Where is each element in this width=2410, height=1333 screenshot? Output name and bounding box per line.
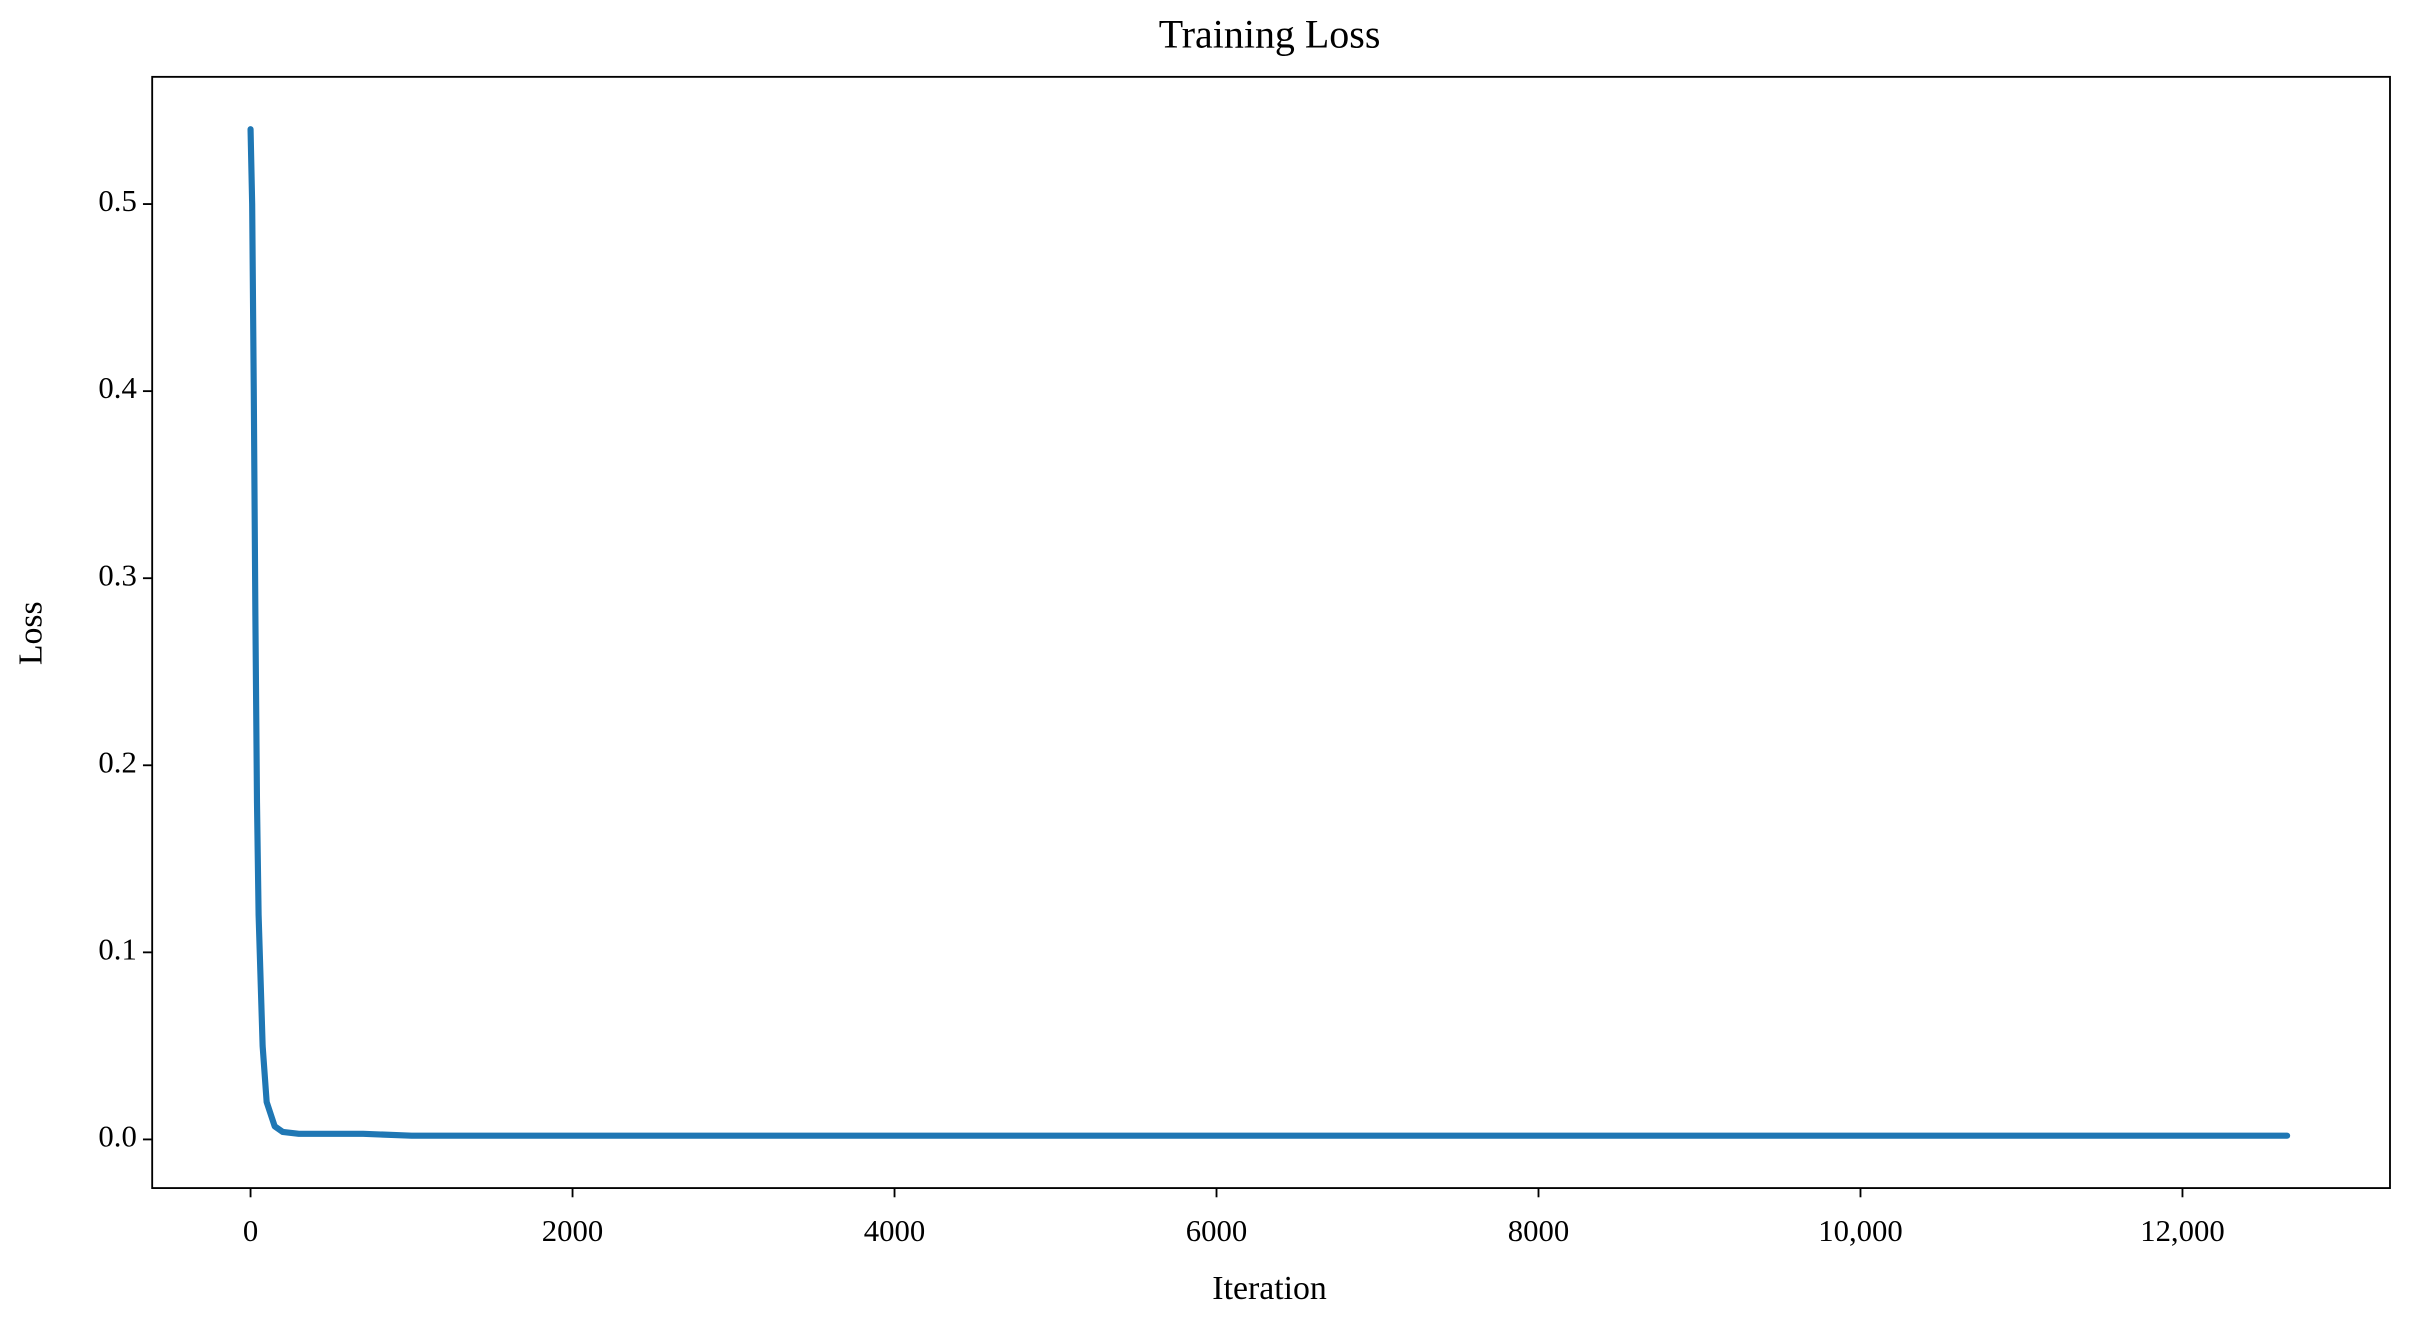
- x-tick-label: 6000: [1186, 1214, 1247, 1248]
- y-tick-label: 0.1: [98, 932, 136, 966]
- x-axis-label: Iteration: [1212, 1270, 1327, 1307]
- x-tick-label: 2000: [542, 1214, 603, 1248]
- plot-frame: [151, 75, 2391, 1189]
- x-tick-label: 12,000: [2140, 1214, 2224, 1248]
- x-tick-label: 8000: [1508, 1214, 1569, 1248]
- x-tick-label: 10,000: [1818, 1214, 1902, 1248]
- y-tick-label: 0.2: [98, 745, 136, 779]
- y-tick-label: 0.4: [98, 371, 136, 405]
- chart-title: Training Loss: [1159, 12, 1381, 57]
- x-tick-label: 0: [243, 1214, 258, 1248]
- y-tick-label: 0.3: [98, 558, 136, 592]
- y-axis-label: Loss: [13, 601, 50, 665]
- y-tick-label: 0.5: [98, 184, 136, 218]
- loss-line: [247, 126, 2291, 1139]
- y-tick-label: 0.0: [98, 1119, 136, 1153]
- x-tick-label: 4000: [864, 1214, 925, 1248]
